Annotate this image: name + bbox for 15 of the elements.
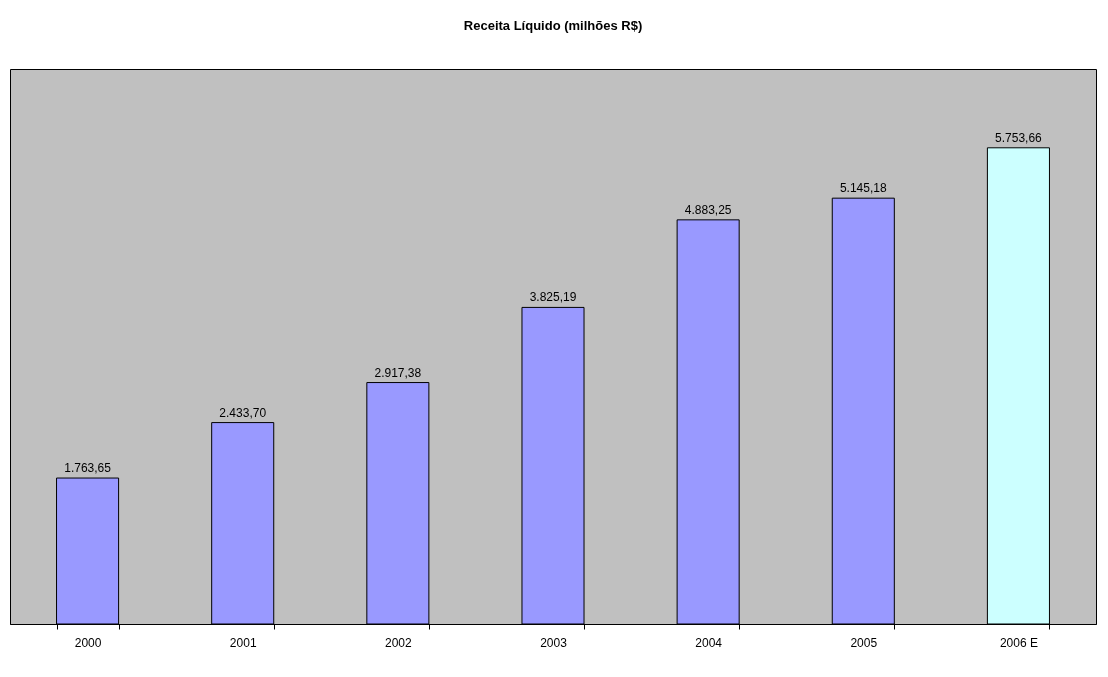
data-label: 2.917,38 xyxy=(374,365,422,380)
x-tick-label: 2000 xyxy=(74,635,102,650)
data-label: 4.883,25 xyxy=(684,202,732,217)
x-tick-label: 2005 xyxy=(850,635,878,650)
x-tick-label: 2003 xyxy=(540,635,568,650)
chart-title: Receita Líquido (milhões R$) xyxy=(463,18,643,33)
data-label: 3.825,19 xyxy=(529,290,577,305)
x-tick-label: 2004 xyxy=(695,635,723,650)
data-label: 1.763,65 xyxy=(64,461,112,476)
data-label: 5.753,66 xyxy=(995,130,1043,145)
x-tick-label: 2001 xyxy=(229,635,257,650)
data-label: 2.433,70 xyxy=(219,405,267,420)
x-tick-label: 2002 xyxy=(385,635,413,650)
data-label: 5.145,18 xyxy=(839,181,887,196)
x-tick-label: 2006 E xyxy=(999,635,1038,650)
